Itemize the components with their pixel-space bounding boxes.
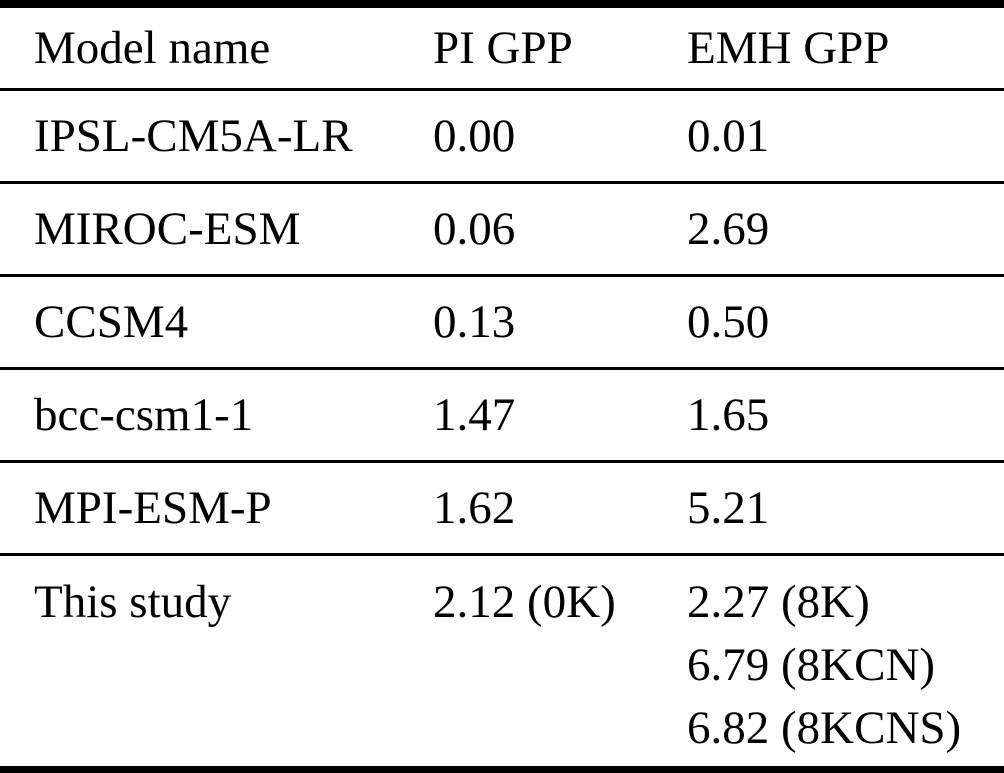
model-name-cell: MIROC-ESM [34,203,301,255]
pi-gpp-cell: 1.47 [433,389,516,441]
table-row: CCSM4 0.13 0.50 [0,277,1004,370]
model-name-cell: This study [34,576,232,628]
table-header-row: Model name PI GPP EMH GPP [0,8,1004,91]
model-name-cell: MPI-ESM-P [34,482,272,534]
column-header-model-name: Model name [34,22,271,74]
pi-gpp-cell: 0.00 [433,110,516,162]
model-name-cell: bcc-csm1-1 [34,389,254,441]
emh-gpp-cell: 0.50 [687,296,770,348]
column-header-pi-gpp: PI GPP [433,22,573,74]
pi-gpp-cell: 2.12 (0K) [433,576,616,628]
emh-gpp-cell: 2.27 (8K) 6.79 (8KCN) 6.82 (8KCNS) [687,556,1004,760]
emh-gpp-line: 6.79 (8KCN) [687,639,936,691]
emh-gpp-cell: 2.69 [687,203,770,255]
model-name-cell: IPSL-CM5A-LR [34,110,353,162]
table-row: MIROC-ESM 0.06 2.69 [0,184,1004,277]
emh-gpp-line: 6.82 (8KCNS) [687,702,962,754]
table-row: bcc-csm1-1 1.47 1.65 [0,370,1004,463]
pi-gpp-cell: 0.13 [433,296,516,348]
emh-gpp-cell: 1.65 [687,389,770,441]
table-row: IPSL-CM5A-LR 0.00 0.01 [0,91,1004,184]
emh-gpp-cell: 0.01 [687,110,770,162]
emh-gpp-cell: 5.21 [687,482,770,534]
pi-gpp-cell: 1.62 [433,482,516,534]
emh-gpp-line: 2.27 (8K) [687,576,870,628]
table-row: MPI-ESM-P 1.62 5.21 [0,463,1004,556]
pi-gpp-cell: 0.06 [433,203,516,255]
model-name-cell: CCSM4 [34,296,189,348]
table-row: This study 2.12 (0K) 2.27 (8K) 6.79 (8KC… [0,556,1004,766]
column-header-emh-gpp: EMH GPP [687,22,890,74]
